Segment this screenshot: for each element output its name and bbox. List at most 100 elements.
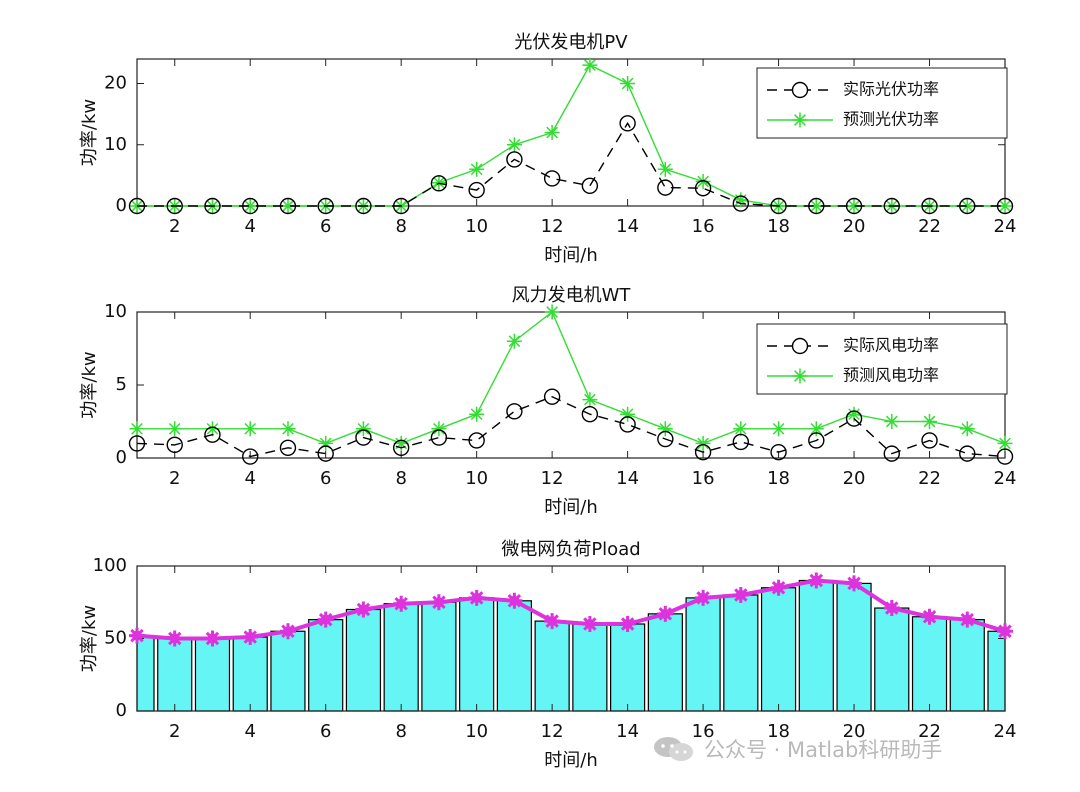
forecast-marker — [695, 174, 711, 189]
forecast-marker — [544, 125, 560, 140]
x-tick-label: 16 — [692, 468, 715, 489]
actual-marker — [543, 388, 561, 405]
bar — [647, 613, 683, 712]
y-axis-label: 功率/kw — [79, 605, 100, 672]
forecast-marker — [469, 406, 485, 422]
actual-marker — [581, 406, 599, 423]
forecast-marker — [205, 421, 220, 437]
load-marker — [242, 629, 259, 645]
actual-marker — [770, 443, 787, 461]
actual-marker — [128, 435, 146, 452]
bar — [308, 619, 344, 712]
load-marker — [695, 589, 712, 606]
y-tick-label: 50 — [104, 628, 127, 649]
legend-marker — [791, 337, 809, 355]
x-axis-label: 时间/h — [544, 750, 597, 771]
legend-label: 实际光伏功率 — [843, 80, 939, 99]
forecast-marker — [657, 421, 673, 437]
legend-marker — [791, 81, 809, 99]
forecast-marker — [808, 198, 824, 214]
x-tick-label: 2 — [169, 468, 180, 489]
forecast-marker — [506, 333, 522, 349]
forecast-marker — [242, 198, 258, 214]
bar — [572, 623, 608, 712]
legend-box — [756, 323, 1008, 395]
forecast-marker — [393, 435, 409, 451]
x-tick-label: 6 — [320, 468, 331, 489]
bar — [723, 594, 759, 712]
legend-label: 预测光伏功率 — [843, 110, 939, 129]
load-marker — [317, 611, 334, 628]
x-tick-label: 18 — [767, 721, 790, 742]
y-tick-label: 100 — [93, 555, 127, 576]
forecast-marker — [997, 435, 1013, 451]
bar — [949, 619, 985, 712]
actual-marker — [808, 432, 825, 449]
actual-marker — [430, 429, 448, 446]
load-marker — [770, 579, 787, 596]
bar — [232, 636, 268, 712]
actual-marker — [468, 181, 485, 199]
bar — [194, 637, 231, 712]
actual-marker — [619, 416, 636, 433]
load-marker — [732, 587, 749, 603]
chart-panel-3: 2 4 6 8 10 12 14 16 18 20 22 24050100微电网负荷Pload时间/h… — [79, 539, 1016, 771]
forecast-marker — [808, 421, 824, 437]
forecast-marker — [959, 421, 975, 437]
actual-marker — [921, 432, 938, 449]
forecast-marker — [242, 421, 258, 437]
actual-marker — [657, 179, 674, 196]
y-axis-label: 功率/kw — [79, 351, 100, 418]
actual-marker — [694, 180, 712, 197]
load-marker — [544, 613, 561, 630]
forecast-marker — [544, 304, 560, 320]
x-tick-label: 4 — [244, 216, 255, 237]
forecast-marker — [167, 421, 183, 437]
x-tick-label: 12 — [541, 216, 564, 237]
load-marker — [280, 623, 296, 640]
forecast-marker — [884, 414, 900, 429]
forecast-marker — [846, 198, 862, 214]
x-tick-label: 10 — [465, 216, 488, 237]
actual-marker — [204, 197, 221, 215]
x-axis-label: 时间/h — [544, 497, 597, 518]
forecast-marker — [280, 421, 296, 437]
actual-marker — [204, 426, 221, 443]
bar — [270, 630, 306, 712]
x-tick-label: 8 — [395, 468, 406, 489]
load-marker — [129, 627, 145, 644]
actual-marker — [506, 403, 523, 420]
y-tick-label: 10 — [104, 134, 127, 155]
actual-marker — [883, 445, 900, 462]
load-marker — [468, 589, 485, 606]
x-tick-label: 8 — [395, 721, 406, 742]
bar — [760, 587, 797, 712]
actual-marker — [845, 410, 863, 427]
x-tick-label: 14 — [616, 216, 639, 237]
x-tick-label: 18 — [767, 468, 790, 489]
load-marker — [657, 605, 674, 622]
actual-marker — [166, 436, 183, 454]
chart-title: 微电网负荷Pload — [501, 539, 640, 560]
forecast-marker — [733, 421, 749, 437]
actual-marker — [845, 197, 863, 215]
wechat-icon — [654, 737, 693, 761]
x-tick-label: 12 — [541, 721, 564, 742]
load-marker — [581, 616, 598, 632]
x-tick-label: 22 — [918, 721, 941, 742]
actual-marker — [959, 197, 976, 215]
bar — [685, 597, 721, 712]
forecast-marker — [733, 192, 749, 208]
actual-marker — [921, 197, 938, 215]
actual-marker — [619, 115, 636, 132]
forecast-marker — [582, 392, 598, 408]
bar — [911, 616, 948, 712]
actual-marker — [279, 197, 297, 215]
y-axis-label: 功率/kw — [79, 99, 100, 166]
actual-marker — [883, 197, 900, 215]
bar — [534, 620, 570, 712]
y-tick-label: 10 — [104, 301, 127, 322]
actual-marker — [657, 430, 674, 448]
x-tick-label: 14 — [616, 468, 639, 489]
actual-marker — [959, 445, 976, 462]
